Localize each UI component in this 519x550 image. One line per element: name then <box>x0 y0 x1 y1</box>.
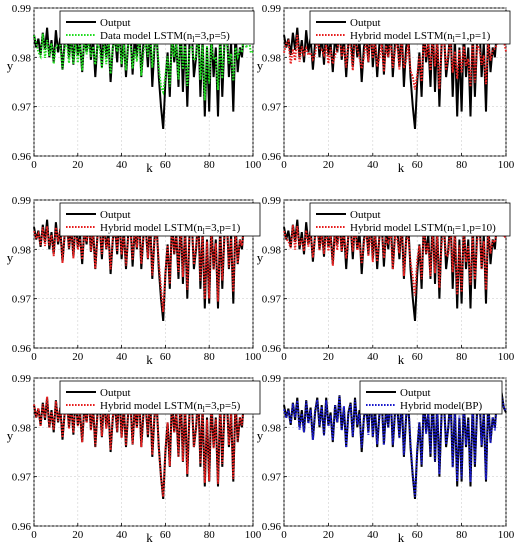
x-tick-label: 60 <box>160 529 172 541</box>
subplot-6: 0.96 0.97 0.98 0.99 0 20 40 60 80 100 k y OutputHybr… <box>257 373 515 545</box>
x-tick-label: 60 <box>412 351 424 363</box>
x-tick-label: 40 <box>116 351 128 363</box>
subplot-4: 0.96 0.97 0.98 0.99 0 20 40 60 80 100 k y OutputHybr… <box>257 195 515 367</box>
x-axis-label: k <box>398 530 405 545</box>
y-tick-label: 0.97 <box>12 294 32 306</box>
x-tick-label: 60 <box>412 529 424 541</box>
y-tick-label: 0.98 <box>262 422 282 434</box>
x-tick-label: 100 <box>245 351 262 363</box>
y-tick-label: 0.98 <box>12 52 32 64</box>
x-tick-label: 60 <box>160 351 172 363</box>
x-axis-label: k <box>398 352 405 367</box>
legend-label: Output <box>350 17 381 29</box>
y-tick-label: 0.99 <box>262 373 282 385</box>
y-tick-label: 0.99 <box>12 373 32 385</box>
y-tick-label: 0.97 <box>12 102 32 114</box>
x-tick-label: 20 <box>323 159 335 171</box>
x-tick-label: 40 <box>367 529 379 541</box>
y-tick-label: 0.97 <box>262 294 282 306</box>
legend-label: Hybrid model LSTM(nl=3,p=5) <box>100 400 241 414</box>
subplot-2: 0.96 0.97 0.98 0.99 0 20 40 60 80 100 k y OutputHybr… <box>257 3 515 175</box>
y-tick-label: 0.96 <box>12 343 32 355</box>
y-axis-label: y <box>257 58 264 73</box>
y-tick-label: 0.97 <box>12 472 32 484</box>
y-tick-label: 0.98 <box>262 52 282 64</box>
x-tick-label: 20 <box>72 351 84 363</box>
y-tick-label: 0.96 <box>12 151 32 163</box>
x-axis-label: k <box>146 352 153 367</box>
x-tick-label: 20 <box>323 351 335 363</box>
subplot-5: 0.96 0.97 0.98 0.99 0 20 40 60 80 100 k y OutputHybr… <box>7 373 262 545</box>
x-tick-label: 80 <box>204 351 216 363</box>
subplot-1: 0.96 0.97 0.98 0.99 0 20 40 60 80 100 k y OutputData… <box>7 3 262 175</box>
legend-box <box>359 380 503 415</box>
legend-label: Hybrid model LSTM(nl=1,p=10) <box>350 222 496 236</box>
legend-label: Output <box>400 387 431 399</box>
legend-label: Data model LSTM(nl=3,p=5) <box>100 30 230 44</box>
x-tick-label: 100 <box>245 159 262 171</box>
y-tick-label: 0.98 <box>12 244 32 256</box>
y-tick-label: 0.97 <box>262 472 282 484</box>
y-tick-label: 0.96 <box>262 151 282 163</box>
y-axis-label: y <box>7 250 14 265</box>
x-tick-label: 40 <box>367 159 379 171</box>
x-tick-label: 80 <box>204 529 216 541</box>
x-tick-label: 80 <box>204 159 216 171</box>
y-tick-label: 0.98 <box>262 244 282 256</box>
legend-label: Output <box>100 17 131 29</box>
x-tick-label: 100 <box>498 159 515 171</box>
x-tick-label: 40 <box>367 351 379 363</box>
x-tick-label: 0 <box>31 351 37 363</box>
y-tick-label: 0.97 <box>262 102 282 114</box>
x-axis-label: k <box>146 530 153 545</box>
x-tick-label: 20 <box>72 159 84 171</box>
legend-label: Output <box>100 387 131 399</box>
x-tick-label: 0 <box>281 529 287 541</box>
x-tick-label: 20 <box>323 529 335 541</box>
y-tick-label: 0.99 <box>12 3 32 15</box>
y-axis-label: y <box>7 58 14 73</box>
model-line <box>33 27 254 101</box>
x-tick-label: 0 <box>281 351 287 363</box>
legend-box <box>59 380 261 415</box>
x-axis-label: k <box>146 160 153 175</box>
y-axis-label: y <box>7 428 14 443</box>
y-tick-label: 0.99 <box>262 3 282 15</box>
legend-label: Output <box>350 209 381 221</box>
x-tick-label: 80 <box>456 351 468 363</box>
x-tick-label: 60 <box>160 159 172 171</box>
x-tick-label: 80 <box>456 529 468 541</box>
x-tick-label: 0 <box>281 159 287 171</box>
x-tick-label: 0 <box>31 529 37 541</box>
x-tick-label: 40 <box>116 159 128 171</box>
legend-label: Hybrid model LSTM(nl=3,p=1) <box>100 222 241 236</box>
legend-label: Output <box>100 209 131 221</box>
y-tick-label: 0.96 <box>12 521 32 533</box>
y-axis-label: y <box>257 250 264 265</box>
x-tick-label: 100 <box>498 351 515 363</box>
x-axis-label: k <box>398 160 405 175</box>
y-tick-label: 0.96 <box>262 343 282 355</box>
y-tick-label: 0.99 <box>262 195 282 207</box>
subplot-3: 0.96 0.97 0.98 0.99 0 20 40 60 80 100 k y OutputHybr… <box>7 195 262 367</box>
legend-box <box>309 202 511 237</box>
legend-label: Hybrid model(BP) <box>400 400 483 412</box>
legend-box <box>59 202 261 237</box>
legend-box <box>59 10 255 45</box>
x-tick-label: 20 <box>72 529 84 541</box>
x-tick-label: 100 <box>245 529 262 541</box>
x-tick-label: 100 <box>498 529 515 541</box>
legend-box <box>309 10 511 45</box>
x-tick-label: 40 <box>116 529 128 541</box>
x-tick-label: 0 <box>31 159 37 171</box>
x-tick-label: 60 <box>412 159 424 171</box>
y-tick-label: 0.99 <box>12 195 32 207</box>
y-tick-label: 0.96 <box>262 521 282 533</box>
y-axis-label: y <box>257 428 264 443</box>
legend-label: Hybrid model LSTM(nl=1,p=1) <box>350 30 491 44</box>
x-tick-label: 80 <box>456 159 468 171</box>
y-tick-label: 0.98 <box>12 422 32 434</box>
